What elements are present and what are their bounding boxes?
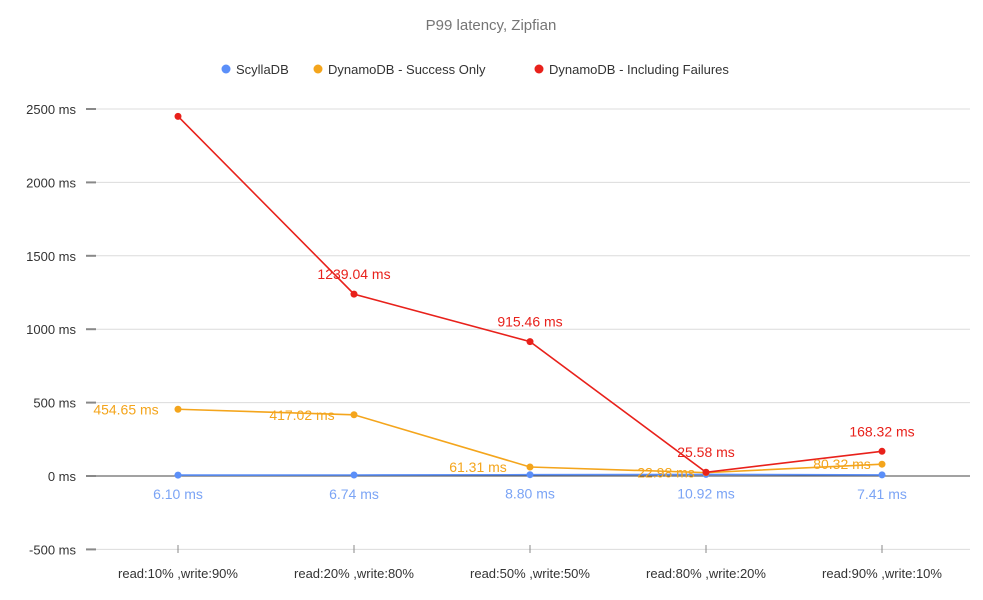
data-label: 915.46 ms xyxy=(497,314,562,330)
y-tick-label: 0 ms xyxy=(48,469,77,484)
data-point xyxy=(702,468,710,476)
data-point xyxy=(526,463,534,471)
data-label: 10.92 ms xyxy=(677,485,735,501)
legend-marker-0 xyxy=(221,64,231,74)
data-label: 25.58 ms xyxy=(677,444,735,460)
y-tick-label: 1000 ms xyxy=(26,322,76,337)
data-point xyxy=(350,411,358,419)
y-tick-label: 2000 ms xyxy=(26,175,76,190)
y-tick-label: 500 ms xyxy=(33,396,76,411)
data-label: 80.32 ms xyxy=(813,456,871,472)
data-label: 7.41 ms xyxy=(857,486,907,502)
legend-label-2: DynamoDB - Including Failures xyxy=(549,62,729,77)
data-point xyxy=(878,471,886,479)
x-tick-label: read:80% ,write:20% xyxy=(646,566,766,581)
data-point xyxy=(350,471,358,479)
y-tick-label: -500 ms xyxy=(29,542,76,557)
data-label: 168.32 ms xyxy=(849,423,914,439)
x-tick-label: read:10% ,write:90% xyxy=(118,566,238,581)
data-label: 6.74 ms xyxy=(329,486,379,502)
data-label: 22.98 ms xyxy=(637,465,695,481)
legend-marker-1 xyxy=(313,64,323,74)
data-label: 61.31 ms xyxy=(449,459,507,475)
legend-label-0: ScyllaDB xyxy=(236,62,289,77)
y-tick-label: 2500 ms xyxy=(26,102,76,117)
data-point xyxy=(174,471,182,479)
legend-marker-2 xyxy=(534,64,544,74)
data-point xyxy=(526,471,534,479)
data-point xyxy=(350,290,358,298)
data-label: 454.65 ms xyxy=(93,401,158,417)
y-tick-label: 1500 ms xyxy=(26,249,76,264)
data-point xyxy=(878,460,886,468)
data-point xyxy=(878,447,886,455)
data-label: 8.80 ms xyxy=(505,486,555,502)
x-tick-label: read:50% ,write:50% xyxy=(470,566,590,581)
x-tick-label: read:20% ,write:80% xyxy=(294,566,414,581)
data-label: 6.10 ms xyxy=(153,486,203,502)
data-label: 1239.04 ms xyxy=(317,266,390,282)
chart-title: P99 latency, Zipfian xyxy=(426,17,557,34)
data-point xyxy=(526,338,534,346)
data-label: 417.02 ms xyxy=(269,407,334,423)
legend-label-1: DynamoDB - Success Only xyxy=(328,62,486,77)
data-point xyxy=(174,112,182,120)
data-point xyxy=(174,405,182,413)
x-tick-label: read:90% ,write:10% xyxy=(822,566,942,581)
